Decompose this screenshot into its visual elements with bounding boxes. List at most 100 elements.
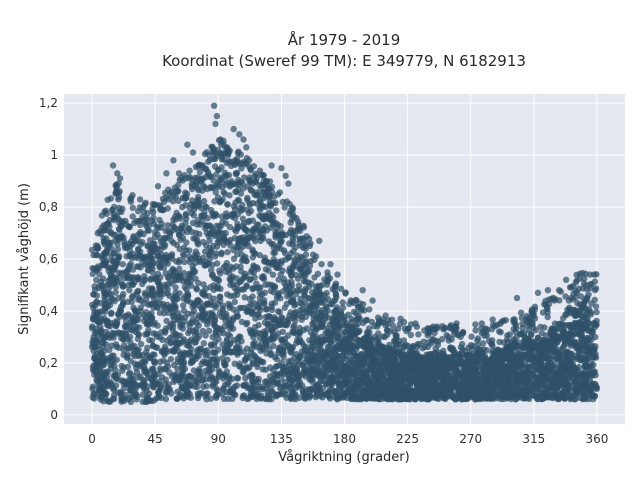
data-point bbox=[143, 309, 150, 316]
data-point bbox=[435, 356, 443, 363]
data-point bbox=[268, 303, 275, 310]
data-point bbox=[260, 345, 267, 352]
data-point bbox=[357, 394, 365, 401]
data-point bbox=[231, 206, 239, 213]
data-point bbox=[567, 334, 575, 342]
data-point bbox=[140, 380, 148, 388]
data-point bbox=[177, 236, 184, 243]
data-point bbox=[209, 271, 216, 279]
data-point bbox=[542, 332, 550, 339]
data-point bbox=[143, 395, 151, 403]
data-point bbox=[305, 386, 313, 393]
data-point bbox=[256, 204, 263, 211]
data-point bbox=[308, 308, 315, 315]
data-point bbox=[199, 327, 207, 335]
data-point bbox=[356, 362, 363, 369]
data-point bbox=[561, 364, 568, 372]
data-point bbox=[286, 240, 293, 247]
data-point bbox=[133, 290, 140, 298]
data-point bbox=[112, 289, 119, 296]
data-point bbox=[161, 235, 169, 242]
data-point bbox=[281, 321, 289, 328]
data-point bbox=[265, 267, 272, 274]
data-point bbox=[553, 350, 560, 357]
data-point bbox=[371, 371, 379, 378]
data-point bbox=[182, 314, 189, 321]
data-point bbox=[209, 349, 216, 356]
data-point bbox=[116, 306, 124, 314]
data-point bbox=[239, 394, 246, 402]
data-point bbox=[108, 272, 115, 279]
data-point bbox=[587, 311, 595, 318]
data-point bbox=[314, 360, 321, 367]
data-point bbox=[234, 375, 242, 382]
data-point bbox=[330, 327, 337, 334]
data-point bbox=[198, 360, 205, 368]
data-point bbox=[234, 244, 241, 251]
data-point bbox=[308, 303, 315, 310]
data-point bbox=[246, 295, 253, 303]
data-point bbox=[89, 394, 96, 401]
data-point bbox=[275, 276, 282, 283]
data-point bbox=[187, 359, 194, 367]
data-point bbox=[161, 380, 169, 388]
data-point bbox=[582, 342, 589, 349]
data-point bbox=[254, 265, 261, 273]
data-point bbox=[167, 269, 174, 276]
data-point bbox=[309, 351, 317, 358]
data-point bbox=[137, 340, 145, 348]
data-point bbox=[136, 312, 143, 319]
data-point bbox=[467, 381, 475, 388]
data-point bbox=[470, 363, 477, 370]
data-point bbox=[487, 395, 494, 402]
data-point bbox=[566, 360, 574, 367]
data-point bbox=[417, 393, 425, 400]
data-point bbox=[425, 379, 432, 386]
data-point bbox=[247, 385, 254, 392]
data-point bbox=[562, 350, 570, 358]
data-point bbox=[488, 362, 496, 369]
data-point bbox=[170, 371, 178, 378]
data-point bbox=[219, 386, 227, 393]
data-point bbox=[163, 386, 171, 393]
data-point bbox=[104, 303, 112, 311]
data-point bbox=[226, 223, 234, 231]
data-point bbox=[112, 367, 119, 374]
data-point bbox=[247, 300, 255, 308]
data-point bbox=[342, 380, 349, 387]
data-point bbox=[214, 276, 222, 283]
data-point bbox=[93, 292, 101, 299]
data-point bbox=[284, 279, 292, 286]
data-point bbox=[125, 370, 133, 378]
data-point bbox=[278, 369, 286, 377]
data-point bbox=[116, 233, 123, 240]
data-point bbox=[244, 194, 251, 202]
data-point bbox=[284, 293, 291, 300]
data-point bbox=[249, 227, 256, 234]
data-point bbox=[255, 310, 262, 318]
data-point bbox=[182, 210, 190, 218]
data-point bbox=[181, 283, 188, 291]
data-point bbox=[306, 295, 314, 303]
data-point bbox=[222, 229, 229, 237]
data-point bbox=[231, 215, 239, 222]
data-point bbox=[192, 259, 199, 267]
data-point bbox=[181, 258, 188, 266]
data-point bbox=[229, 273, 236, 280]
data-point bbox=[187, 256, 194, 263]
data-point bbox=[234, 251, 241, 258]
data-point bbox=[226, 304, 233, 311]
data-point bbox=[413, 361, 420, 369]
data-point bbox=[267, 385, 274, 393]
data-point bbox=[155, 389, 162, 396]
data-point bbox=[191, 252, 198, 259]
data-point bbox=[290, 381, 297, 388]
data-point bbox=[234, 351, 241, 358]
data-point bbox=[130, 233, 137, 240]
data-point bbox=[216, 267, 223, 274]
data-point bbox=[169, 313, 177, 320]
data-point bbox=[213, 222, 220, 230]
data-point bbox=[196, 299, 204, 306]
data-point bbox=[593, 384, 600, 391]
data-point bbox=[215, 336, 222, 343]
